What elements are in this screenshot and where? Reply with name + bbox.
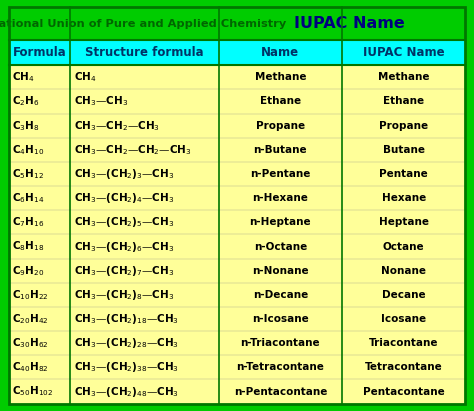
Text: Pentane: Pentane xyxy=(379,169,428,179)
Text: n-Pentacontane: n-Pentacontane xyxy=(234,386,327,397)
Text: CH$_3$—(CH$_2$)$_7$—CH$_3$: CH$_3$—(CH$_2$)$_7$—CH$_3$ xyxy=(73,264,174,278)
Text: CH$_3$—(CH$_2$)$_8$—CH$_3$: CH$_3$—(CH$_2$)$_8$—CH$_3$ xyxy=(73,288,174,302)
Text: Methane: Methane xyxy=(255,72,306,82)
Text: International Union of Pure and Applied Chemistry: International Union of Pure and Applied … xyxy=(0,19,294,29)
Text: Butane: Butane xyxy=(383,145,425,155)
Text: C$_5$H$_{12}$: C$_5$H$_{12}$ xyxy=(12,167,44,181)
Text: CH$_3$—(CH$_2$)$_6$—CH$_3$: CH$_3$—(CH$_2$)$_6$—CH$_3$ xyxy=(73,240,174,254)
Text: Propane: Propane xyxy=(379,121,428,131)
Text: C$_{10}$H$_{22}$: C$_{10}$H$_{22}$ xyxy=(12,288,48,302)
Text: Structure formula: Structure formula xyxy=(85,46,204,59)
Text: Triacontane: Triacontane xyxy=(369,338,438,348)
Text: C$_9$H$_{20}$: C$_9$H$_{20}$ xyxy=(12,264,44,277)
Text: Decane: Decane xyxy=(382,290,426,300)
Text: Methane: Methane xyxy=(378,72,429,82)
Text: n-Butane: n-Butane xyxy=(254,145,307,155)
Text: CH$_3$—(CH$_2$)$_5$—CH$_3$: CH$_3$—(CH$_2$)$_5$—CH$_3$ xyxy=(73,215,174,229)
Text: Octane: Octane xyxy=(383,242,425,252)
Text: C$_7$H$_{16}$: C$_7$H$_{16}$ xyxy=(12,215,44,229)
Text: CH$_4$: CH$_4$ xyxy=(73,70,96,84)
Text: n-Icosane: n-Icosane xyxy=(252,314,309,324)
Text: C$_3$H$_8$: C$_3$H$_8$ xyxy=(12,119,39,133)
Text: Icosane: Icosane xyxy=(381,314,426,324)
Text: Name: Name xyxy=(261,46,300,59)
Bar xyxy=(9,65,465,404)
Text: n-Decane: n-Decane xyxy=(253,290,308,300)
Text: n-Octane: n-Octane xyxy=(254,242,307,252)
Text: CH$_3$—CH$_2$—CH$_3$: CH$_3$—CH$_2$—CH$_3$ xyxy=(73,119,159,133)
Text: CH$_3$—(CH$_2$)$_{38}$—CH$_3$: CH$_3$—(CH$_2$)$_{38}$—CH$_3$ xyxy=(73,360,179,374)
Text: C$_{30}$H$_{62}$: C$_{30}$H$_{62}$ xyxy=(12,336,48,350)
Text: Ethane: Ethane xyxy=(383,97,424,106)
Text: CH$_3$—(CH$_2$)$_4$—CH$_3$: CH$_3$—(CH$_2$)$_4$—CH$_3$ xyxy=(73,191,174,205)
Text: Pentacontane: Pentacontane xyxy=(363,386,445,397)
Text: C$_6$H$_{14}$: C$_6$H$_{14}$ xyxy=(12,191,44,205)
Text: n-Pentane: n-Pentane xyxy=(250,169,310,179)
Text: C$_2$H$_6$: C$_2$H$_6$ xyxy=(12,95,39,109)
Text: Tetracontane: Tetracontane xyxy=(365,363,443,372)
Text: Heptane: Heptane xyxy=(379,217,429,227)
Text: Ethane: Ethane xyxy=(260,97,301,106)
Bar xyxy=(9,7,465,40)
Text: IUPAC Name: IUPAC Name xyxy=(363,46,445,59)
Text: Nonane: Nonane xyxy=(381,266,426,276)
Text: C$_{40}$H$_{82}$: C$_{40}$H$_{82}$ xyxy=(12,360,48,374)
Text: CH$_3$—CH$_3$: CH$_3$—CH$_3$ xyxy=(73,95,128,109)
Text: Hexane: Hexane xyxy=(382,193,426,203)
Text: n-Nonane: n-Nonane xyxy=(252,266,309,276)
Text: n-Heptane: n-Heptane xyxy=(250,217,311,227)
Text: IUPAC Name: IUPAC Name xyxy=(294,16,405,31)
Text: CH$_3$—(CH$_2$)$_{18}$—CH$_3$: CH$_3$—(CH$_2$)$_{18}$—CH$_3$ xyxy=(73,312,179,326)
Text: C$_{50}$H$_{102}$: C$_{50}$H$_{102}$ xyxy=(12,385,53,398)
Text: C$_{20}$H$_{42}$: C$_{20}$H$_{42}$ xyxy=(12,312,48,326)
Text: n-Tetracontane: n-Tetracontane xyxy=(237,363,324,372)
Text: n-Triacontane: n-Triacontane xyxy=(241,338,320,348)
Text: CH$_3$—(CH$_2$)$_{48}$—CH$_3$: CH$_3$—(CH$_2$)$_{48}$—CH$_3$ xyxy=(73,385,179,399)
Text: CH$_3$—(CH$_2$)$_3$—CH$_3$: CH$_3$—(CH$_2$)$_3$—CH$_3$ xyxy=(73,167,174,181)
Text: CH$_3$—(CH$_2$)$_{28}$—CH$_3$: CH$_3$—(CH$_2$)$_{28}$—CH$_3$ xyxy=(73,336,179,350)
Text: CH$_4$: CH$_4$ xyxy=(12,70,35,84)
Text: n-Hexane: n-Hexane xyxy=(253,193,309,203)
Text: Propane: Propane xyxy=(256,121,305,131)
Text: Formula: Formula xyxy=(12,46,66,59)
Text: C$_4$H$_{10}$: C$_4$H$_{10}$ xyxy=(12,143,44,157)
Text: CH$_3$—CH$_2$—CH$_2$—CH$_3$: CH$_3$—CH$_2$—CH$_2$—CH$_3$ xyxy=(73,143,191,157)
Bar xyxy=(9,40,465,65)
Text: C$_8$H$_{18}$: C$_8$H$_{18}$ xyxy=(12,240,44,254)
